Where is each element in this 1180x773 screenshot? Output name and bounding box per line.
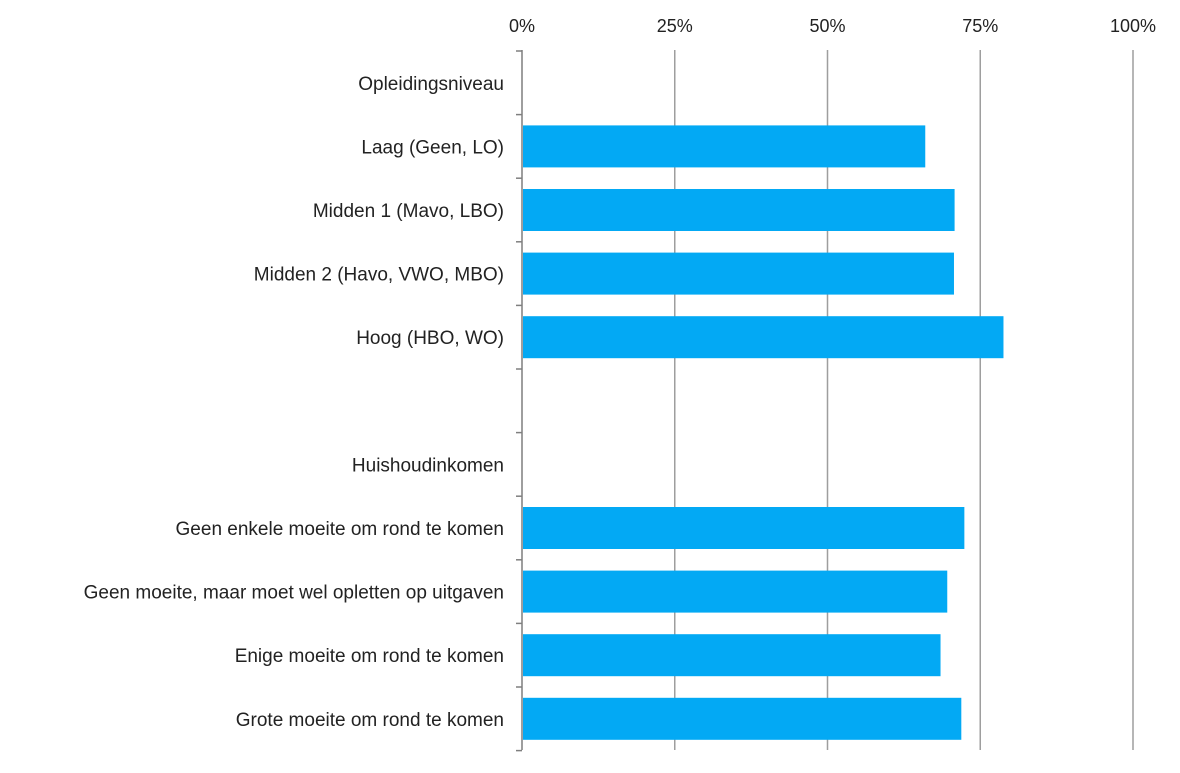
category-label: Midden 1 (Mavo, LBO) bbox=[313, 201, 504, 222]
bar bbox=[523, 697, 962, 740]
x-tick-label: 50% bbox=[809, 16, 845, 36]
bar bbox=[523, 316, 1004, 359]
category-label: Hoog (HBO, WO) bbox=[356, 328, 504, 349]
category-label: Huishoudinkomen bbox=[352, 455, 504, 476]
category-labels: Opleidingsniveau Laag (Geen, LO) Midden 1 … bbox=[84, 74, 504, 731]
category-label: Enige moeite om rond te komen bbox=[235, 646, 504, 667]
category-label: Laag (Geen, LO) bbox=[361, 137, 504, 158]
x-axis-ticks: 0% 25% 50% 75% 100% bbox=[509, 16, 1156, 36]
bar bbox=[523, 634, 941, 677]
bar bbox=[523, 570, 948, 613]
category-label: Grote moeite om rond te komen bbox=[236, 710, 504, 731]
x-tick-label: 75% bbox=[962, 16, 998, 36]
y-axis bbox=[516, 50, 523, 752]
bar bbox=[523, 189, 955, 231]
category-label: Geen enkele moeite om rond te komen bbox=[176, 519, 504, 540]
bar bbox=[523, 252, 954, 295]
x-tick-label: 0% bbox=[509, 16, 535, 36]
bar bbox=[523, 507, 965, 549]
category-label: Opleidingsniveau bbox=[358, 74, 504, 95]
category-label: Geen moeite, maar moet wel opletten op u… bbox=[84, 583, 504, 604]
bars bbox=[523, 125, 1004, 740]
x-tick-label: 25% bbox=[657, 16, 693, 36]
bar bbox=[523, 125, 926, 168]
category-label: Midden 2 (Havo, VWO, MBO) bbox=[254, 265, 504, 286]
x-tick-label: 100% bbox=[1110, 16, 1156, 36]
